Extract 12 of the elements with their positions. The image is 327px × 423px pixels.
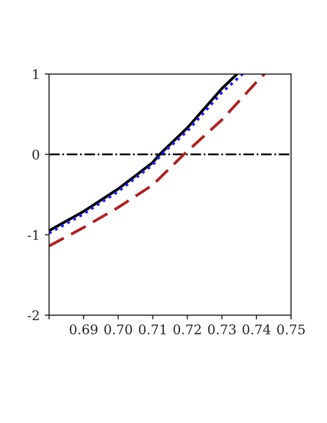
y-tick-label: -1 xyxy=(28,230,38,240)
x-tick-label: 0.70 xyxy=(104,324,132,334)
x-tick-label: 0.69 xyxy=(70,324,98,334)
y-tick-label: 1 xyxy=(33,69,38,80)
x-tick-label: 0.73 xyxy=(208,324,236,334)
x-tick-label: 0.74 xyxy=(242,324,270,334)
x-tick-label: 0.75 xyxy=(277,324,305,334)
x-tick-label: 0.72 xyxy=(174,324,201,334)
x-tick-label: 0.71 xyxy=(138,324,166,334)
y-tick-label: 0 xyxy=(32,150,40,160)
y-tick-label: -2 xyxy=(28,310,39,320)
line-series xyxy=(49,74,266,248)
